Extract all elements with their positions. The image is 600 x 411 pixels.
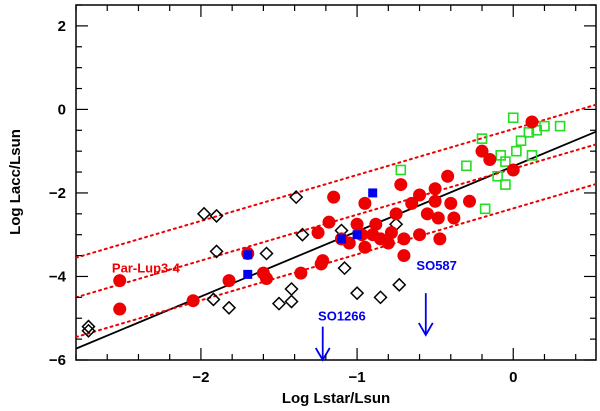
red-circle-point bbox=[420, 207, 434, 221]
red-circle-point bbox=[397, 232, 411, 246]
black-diamond-point bbox=[295, 227, 310, 242]
red-circle-point bbox=[405, 196, 419, 210]
red-circle-point bbox=[113, 302, 127, 316]
red-circle-point bbox=[350, 217, 364, 231]
red-circle-point bbox=[389, 207, 403, 221]
y-tick-label: −6 bbox=[49, 352, 66, 369]
y-axis-title: Log Lacc/Lsun bbox=[7, 129, 24, 235]
red-circle-point bbox=[433, 232, 447, 246]
green-square-point bbox=[492, 170, 503, 182]
green-square-point bbox=[507, 112, 519, 124]
black-diamond-point bbox=[81, 323, 96, 338]
black-diamond-point bbox=[221, 300, 237, 315]
red-circle-point bbox=[463, 194, 477, 208]
y-tick-label: 0 bbox=[58, 101, 66, 118]
black-diamond-point bbox=[196, 206, 212, 221]
red-circle-point bbox=[342, 236, 356, 250]
black-diamond-point bbox=[284, 294, 299, 309]
green-square-point bbox=[476, 133, 488, 144]
x-axis-title: Log Lstar/Lsun bbox=[282, 390, 390, 407]
black-diamond-point bbox=[392, 277, 407, 292]
red-circle-point bbox=[525, 115, 539, 129]
black-diamond-point bbox=[81, 319, 96, 334]
annotation-label: Par-Lup3-4 bbox=[112, 260, 181, 275]
blue-square-point bbox=[352, 230, 362, 240]
black-diamond-point bbox=[209, 208, 224, 223]
red-circle-point bbox=[314, 257, 328, 271]
data-points bbox=[81, 112, 566, 338]
red-circle-point bbox=[413, 188, 427, 202]
upper-limit-arrow-head bbox=[418, 322, 434, 337]
black-diamond-point bbox=[289, 190, 304, 205]
red-circle-point bbox=[475, 144, 489, 158]
green-square-point bbox=[395, 164, 407, 176]
green-square-point bbox=[515, 135, 527, 147]
red-circle-point bbox=[384, 226, 398, 240]
red-circle-point bbox=[369, 217, 383, 231]
black-diamond-point bbox=[337, 261, 352, 276]
green-square-point bbox=[461, 160, 472, 172]
red-circle-point bbox=[447, 211, 461, 225]
green-square-point bbox=[526, 150, 538, 161]
red-circle-point bbox=[311, 226, 325, 240]
black-diamond-point bbox=[284, 281, 299, 297]
upper-limit-arrows bbox=[314, 293, 434, 362]
axis-ticks: −2 −1 0 −6 −4 −2 0 2 bbox=[49, 4, 596, 386]
black-diamond-point bbox=[373, 290, 388, 305]
annotation-label: SO1266 bbox=[318, 308, 366, 323]
y-tick-label: 2 bbox=[58, 18, 66, 35]
red-circle-point bbox=[322, 215, 336, 229]
blue-square-point bbox=[368, 188, 378, 198]
annotations: Par-Lup3-4 SO1266 SO587 bbox=[112, 258, 457, 323]
black-diamond-point bbox=[350, 286, 365, 301]
red-circle-point bbox=[222, 274, 236, 288]
red-circle-point bbox=[381, 236, 395, 250]
black-diamond-point bbox=[209, 244, 224, 259]
red-circle-point bbox=[397, 249, 411, 263]
x-tick-label: −1 bbox=[349, 369, 366, 386]
red-circle-point bbox=[444, 196, 458, 210]
red-circle-point bbox=[358, 240, 372, 254]
annotation-label: SO587 bbox=[416, 258, 456, 273]
red-circle-point bbox=[428, 194, 442, 208]
blue-square-point bbox=[243, 250, 253, 260]
red-circle-point bbox=[186, 294, 200, 308]
plot-border bbox=[75, 4, 597, 361]
blue-square-point bbox=[243, 269, 253, 279]
black-diamond-point bbox=[271, 296, 287, 311]
red-circle-point bbox=[483, 153, 497, 167]
green-square-point bbox=[523, 127, 535, 138]
red-circle-point bbox=[441, 169, 455, 183]
green-square-point bbox=[539, 120, 550, 132]
green-square-point bbox=[500, 156, 511, 167]
green-square-point bbox=[500, 179, 511, 190]
red-circle-point bbox=[294, 266, 308, 280]
green-square-point bbox=[511, 145, 522, 157]
red-circle-point bbox=[428, 182, 442, 196]
plot-frame bbox=[75, 4, 597, 361]
red-circle-point bbox=[327, 190, 341, 204]
blue-square-point bbox=[336, 234, 346, 244]
dotted-envelope-line bbox=[76, 183, 596, 339]
green-square-point bbox=[554, 120, 566, 132]
red-circle-point bbox=[431, 211, 445, 225]
black-diamond-point bbox=[259, 246, 274, 261]
red-circle-point bbox=[260, 272, 274, 286]
x-tick-label: 0 bbox=[509, 369, 517, 386]
red-circle-point bbox=[413, 228, 427, 242]
red-circle-point bbox=[394, 178, 408, 192]
black-diamond-point bbox=[206, 292, 221, 307]
dotted-envelope-line bbox=[76, 103, 596, 259]
green-square-point bbox=[479, 203, 491, 215]
red-circle-point bbox=[506, 163, 520, 177]
y-tick-label: −4 bbox=[49, 268, 67, 285]
red-circle-point bbox=[113, 274, 127, 288]
red-circle-point bbox=[358, 196, 372, 210]
upper-limit-arrow-head bbox=[314, 347, 331, 362]
y-tick-label: −2 bbox=[49, 185, 66, 202]
x-tick-label: −2 bbox=[192, 369, 209, 386]
